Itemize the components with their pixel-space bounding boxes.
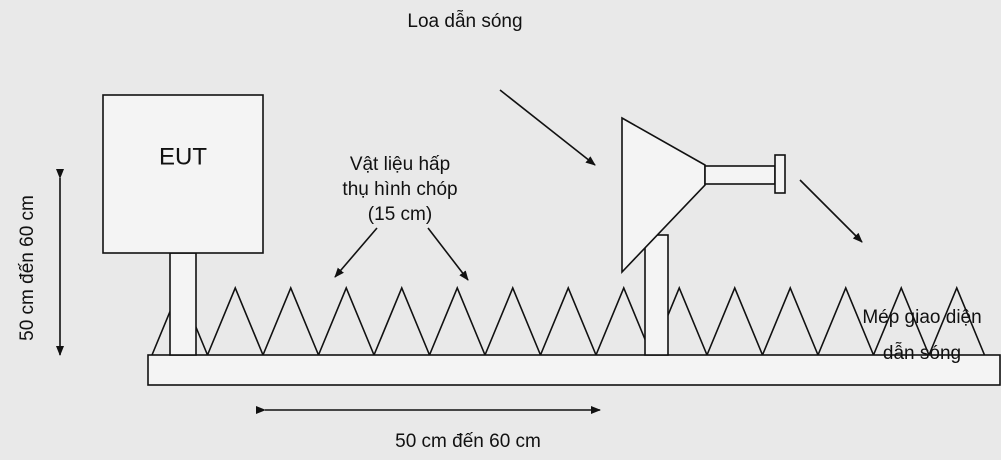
absorber-label: Vật liệu hấp [350,154,450,175]
eut-label: EUT [159,143,207,170]
pyramid [928,285,986,356]
horn-stand [644,234,669,356]
pyramid [206,285,264,356]
pyramid [317,285,375,356]
arrow [427,227,469,281]
pyramid [428,285,486,356]
pyramid [539,285,597,356]
flange [774,154,786,194]
flange-label: dẫn sóng [883,342,961,364]
pyramid [817,285,875,356]
pyramid [373,285,431,356]
horn-label: Loa dẫn sóng [407,10,522,32]
pyramid [761,285,819,356]
pyramid [872,285,930,356]
distance-label: 50 cm đến 60 cm [395,431,541,452]
flange-label: Mép giao diện [862,307,981,328]
arrow [499,89,596,166]
absorber-label: (15 cm) [368,204,432,225]
pyramid [595,285,653,356]
base-plank [147,354,1001,386]
height-label: 50 cm đến 60 cm [17,195,38,341]
arrow [799,179,863,243]
pyramid [262,285,320,356]
waveguide [704,165,776,185]
pyramid [706,285,764,356]
eut-stand [169,252,197,356]
horn [621,116,706,274]
absorber-pyramids [151,285,986,356]
arrow [334,227,378,278]
pyramid [484,285,542,356]
absorber-label: thụ hình chóp [342,179,457,200]
eut-box [102,94,264,254]
